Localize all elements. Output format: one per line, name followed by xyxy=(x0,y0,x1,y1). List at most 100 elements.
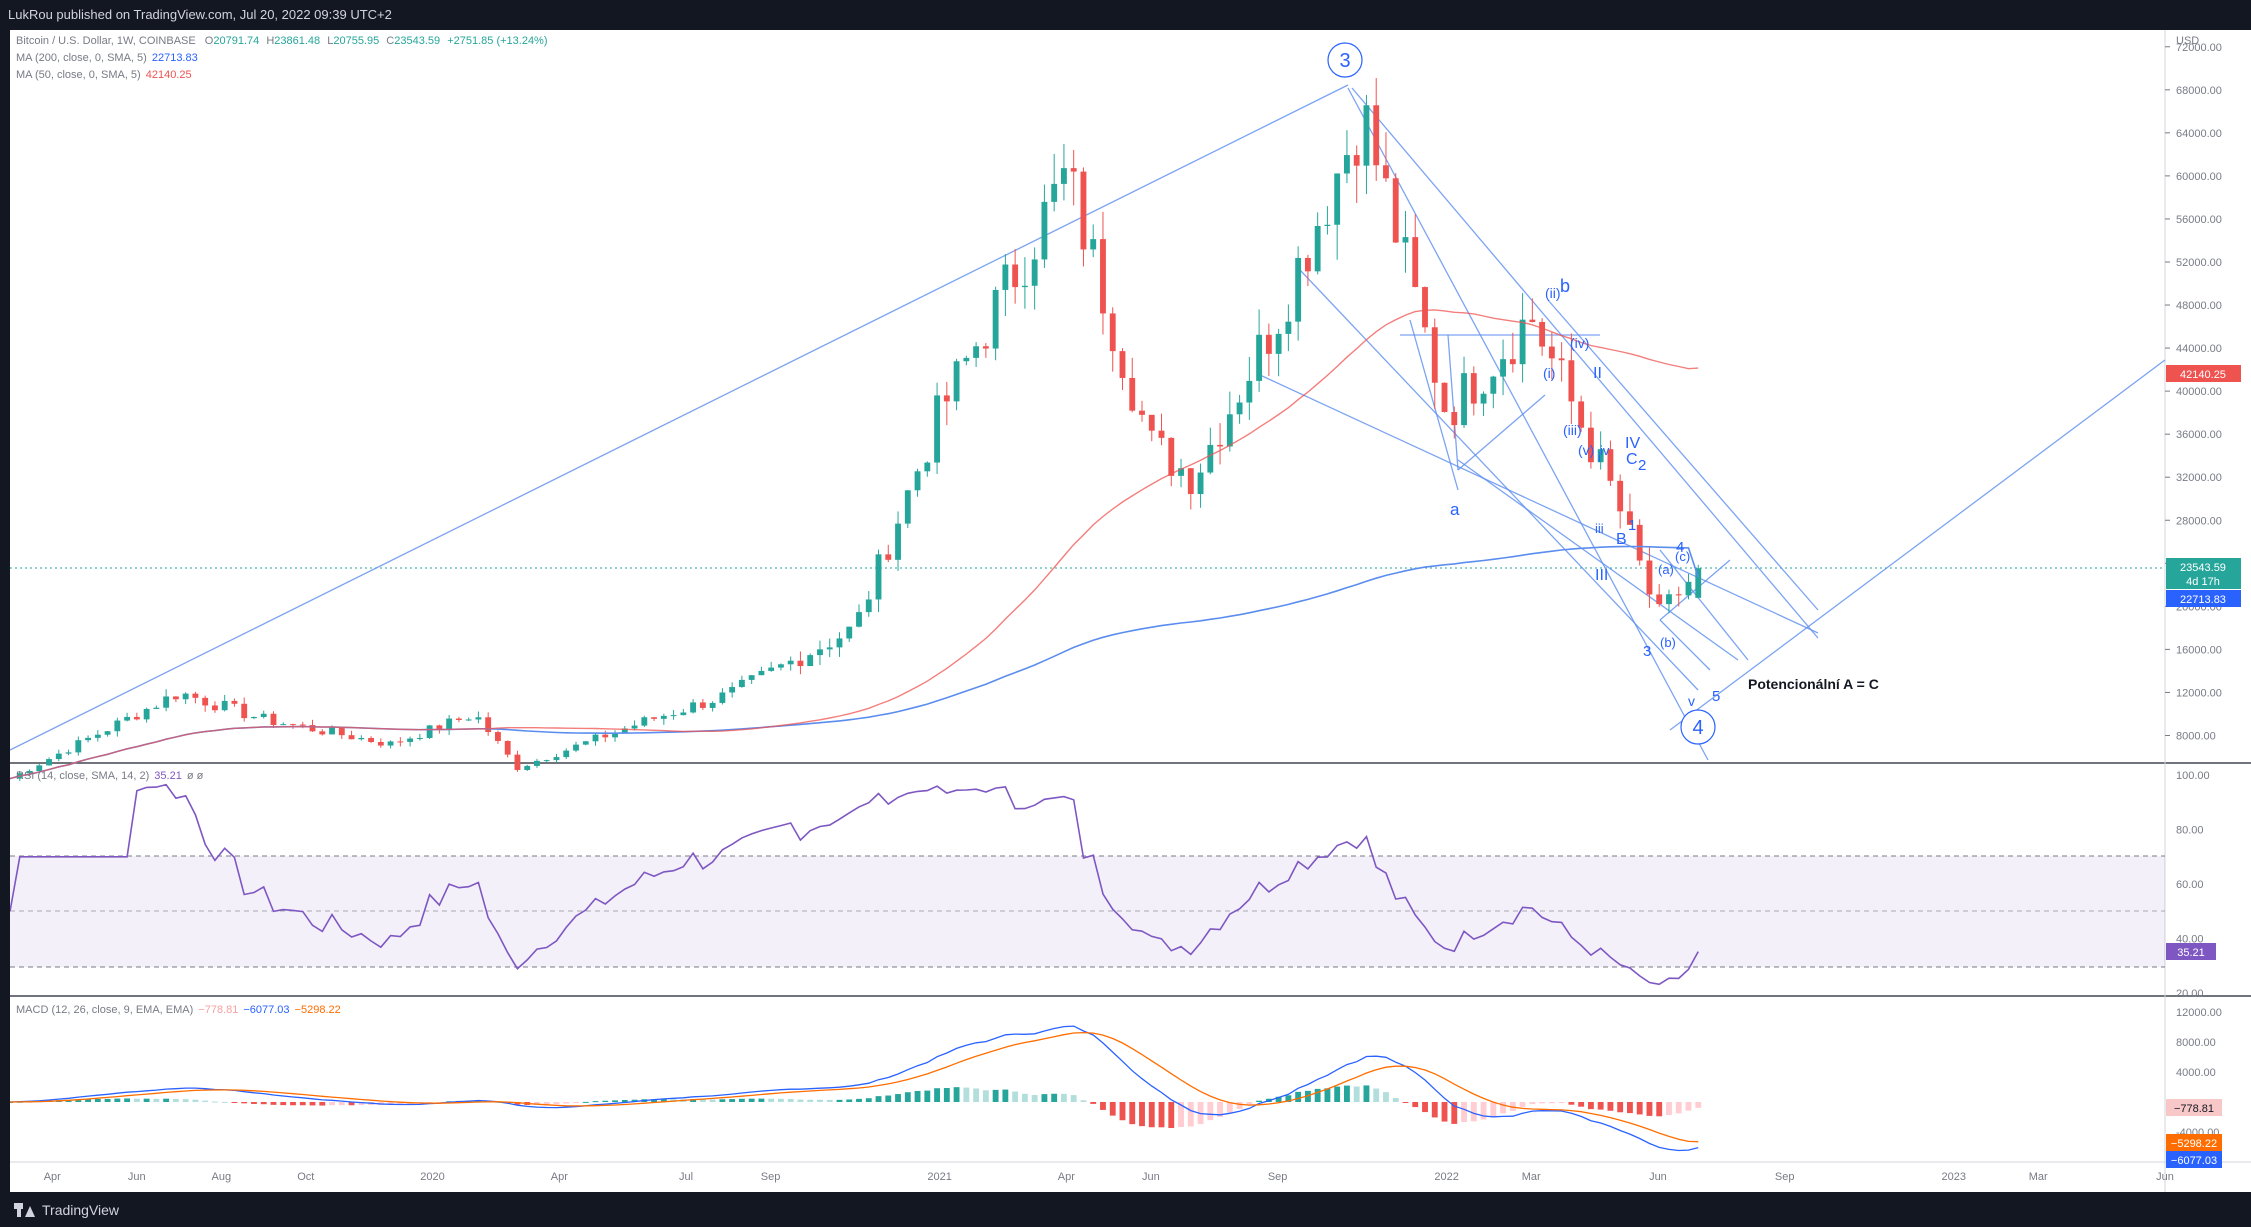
tradingview-logo[interactable]: TradingView xyxy=(14,1202,119,1218)
macd-histogram-bar xyxy=(319,1102,326,1106)
macd-histogram-bar xyxy=(270,1102,277,1105)
label-IV: IV xyxy=(1625,435,1640,452)
candle-body xyxy=(1344,155,1350,174)
trendline-b-low[interactable] xyxy=(1457,459,1739,661)
candle-body xyxy=(1695,568,1702,598)
trendline-fan-c[interactable] xyxy=(1409,319,1459,491)
candle-body xyxy=(368,737,374,742)
chart-svg[interactable]: 3 4 a b (ii) (iv) (i) (iii) (v) II IV C … xyxy=(10,30,2251,1192)
chart-container[interactable]: 3 4 a b (ii) (iv) (i) (iii) (v) II IV C … xyxy=(10,30,2251,1192)
macd-histogram-bar xyxy=(1285,1095,1292,1102)
candle-body xyxy=(592,734,599,742)
ma200-badge-text: 22713.83 xyxy=(2180,594,2226,606)
macd-histogram-bar xyxy=(1080,1100,1087,1102)
candle-body xyxy=(846,626,853,639)
candle-body xyxy=(455,718,462,720)
candle-body xyxy=(319,731,326,735)
candle-body xyxy=(1012,264,1019,288)
ma50-badge xyxy=(2166,365,2241,382)
candle-body xyxy=(358,737,365,740)
macd-histogram-bar xyxy=(1012,1091,1019,1102)
trendline-long-support[interactable] xyxy=(10,84,1349,751)
macd-histogram-bar xyxy=(85,1099,91,1102)
trendline-triangle-c[interactable] xyxy=(1659,559,1731,621)
macd-histogram-bar xyxy=(475,1100,482,1102)
candle-body xyxy=(602,734,609,738)
time-tick-label: Jun xyxy=(1142,1171,1160,1183)
candle-body xyxy=(280,724,287,726)
candle-body xyxy=(1539,321,1546,347)
macd-histogram-bar xyxy=(436,1102,443,1103)
macd-histogram-bar xyxy=(797,1099,804,1102)
trendline-fan-b[interactable] xyxy=(1299,269,1699,691)
candle-body xyxy=(826,647,833,650)
macd-legend-title: MACD (12, 26, close, 9, EMA, EMA) xyxy=(16,1004,193,1016)
candle-body xyxy=(690,702,697,713)
main-legend: Bitcoin / U.S. Dollar, 1W, COINBASE O207… xyxy=(16,35,548,81)
trendline-triangle-b[interactable] xyxy=(1447,334,1459,471)
macd-histogram-bar xyxy=(1627,1102,1633,1114)
macd-histogram-bar xyxy=(104,1098,111,1102)
trendline-triangle-a[interactable] xyxy=(1457,394,1546,471)
label-ii: (ii) xyxy=(1545,285,1561,301)
candle-body xyxy=(309,725,316,732)
candle-body xyxy=(1646,560,1653,595)
macd-histogram-bar xyxy=(309,1102,316,1106)
trendline-channel-upper[interactable] xyxy=(1351,87,1819,639)
candle-body xyxy=(1334,173,1341,225)
rsi-axis[interactable]: 100.00 80.00 60.00 40.00 20.00 xyxy=(2176,770,2210,1000)
time-tick-label: Apr xyxy=(44,1171,61,1183)
macd-histogram-bar xyxy=(1363,1085,1370,1102)
legend-h-label: H xyxy=(266,35,274,47)
rsi-legend-extra: ø ø xyxy=(187,770,204,782)
macd-histogram-bar xyxy=(94,1098,101,1102)
candle-body xyxy=(1314,225,1321,272)
trendline-fan-a[interactable] xyxy=(1259,374,1819,634)
candle-body xyxy=(1666,594,1672,605)
candle-body xyxy=(1470,373,1477,404)
trendline-triangle-d[interactable] xyxy=(1659,619,1711,671)
candle-body xyxy=(1021,285,1028,288)
candle-body xyxy=(1383,165,1389,179)
label-small-iv: iv xyxy=(1600,443,1610,458)
label-III: III xyxy=(1595,567,1608,584)
candle-body xyxy=(943,395,950,402)
macd-line xyxy=(10,1025,1699,1152)
trendline-triangle-e[interactable] xyxy=(1659,549,1749,661)
candle-body xyxy=(231,700,238,704)
trendline-channel-inner[interactable] xyxy=(1347,87,1709,761)
candle-body xyxy=(329,727,335,735)
candle-body xyxy=(1363,105,1370,166)
legend-change: +2751.85 (+13.24%) xyxy=(447,35,547,47)
macd-histogram-bar xyxy=(768,1098,775,1102)
macd-histogram-bar xyxy=(1324,1088,1331,1102)
candle-body xyxy=(182,693,189,700)
candle-body xyxy=(729,687,736,693)
label-c-paren: (c) xyxy=(1675,549,1690,564)
trendline-target[interactable] xyxy=(1669,359,2166,731)
candle-body xyxy=(85,737,91,741)
macd-tick-label: 12000.00 xyxy=(2176,1007,2222,1019)
macd-histogram-bar xyxy=(1207,1102,1214,1121)
macd-histogram-bar xyxy=(1148,1102,1155,1128)
price-badges: 42140.25 23543.59 4d 17h 22713.83 35.21 … xyxy=(2166,365,2241,1168)
macd-histogram-bar xyxy=(1314,1088,1321,1102)
time-axis[interactable]: Apr Jun Aug Oct 2020 Apr Jul Sep 2021 Apr Jun Sep 20… xyxy=(44,1171,2174,1183)
candle-body xyxy=(260,713,267,717)
label-II: II xyxy=(1593,365,1602,382)
macd-histogram-bar xyxy=(1226,1102,1233,1113)
ma200-line xyxy=(10,545,1699,780)
price-tick-label: 8000.00 xyxy=(2176,730,2216,742)
trendline-b-top[interactable] xyxy=(1547,299,1819,611)
candle-body xyxy=(1597,449,1604,463)
macd-histogram-bar xyxy=(534,1102,540,1105)
macd-histogram-bar xyxy=(1295,1091,1302,1102)
price-axis[interactable]: USD 72000.00 68000.00 64000.00 60000.00 5600… xyxy=(2165,35,2222,742)
candle-body xyxy=(895,523,901,560)
elliott-wave-drawings[interactable] xyxy=(10,84,2166,761)
candle-body xyxy=(709,702,716,708)
macd-histogram-bar xyxy=(348,1102,355,1106)
candle-body xyxy=(1295,257,1302,322)
candle-body xyxy=(26,771,33,774)
